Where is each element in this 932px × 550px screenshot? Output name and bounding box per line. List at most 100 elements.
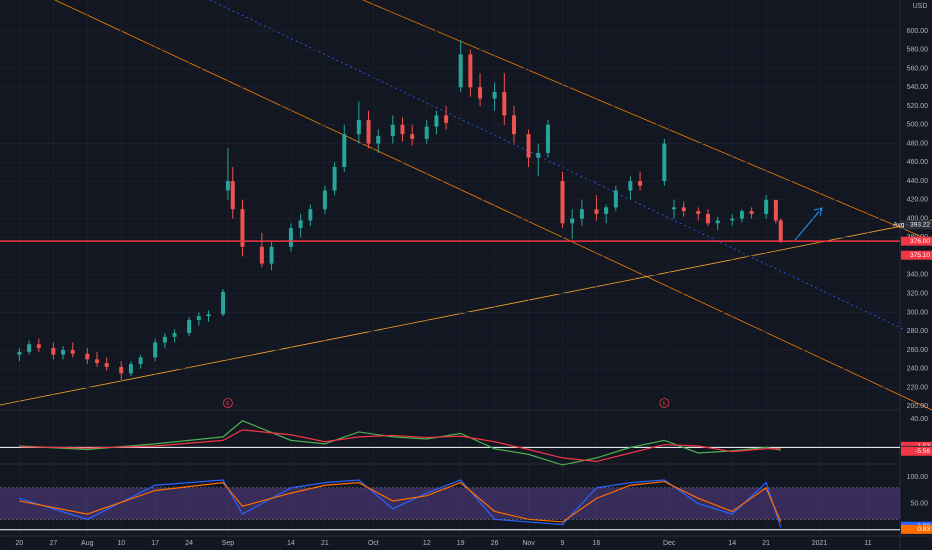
y-tick-label: 220.00	[907, 384, 929, 391]
candle-body	[206, 314, 211, 317]
candle-body	[739, 211, 744, 219]
candle-body	[512, 115, 517, 135]
x-tick-label: Aug	[81, 540, 94, 547]
candle-body	[764, 199, 769, 214]
candle-body	[119, 366, 124, 374]
candle-body	[662, 143, 667, 182]
candle-body	[225, 181, 230, 191]
series-line	[19, 480, 782, 523]
x-tick-label: 21	[321, 540, 329, 547]
candle-body	[424, 126, 429, 139]
candle-body	[672, 207, 677, 210]
x-tick-label: 26	[491, 540, 499, 547]
candle-body	[240, 209, 245, 247]
x-tick-label: Sep	[222, 540, 235, 547]
price-badge-label: 0.83	[917, 526, 930, 533]
candle-body	[444, 115, 449, 123]
candle-body	[536, 152, 541, 158]
x-tick-label: 24	[185, 540, 193, 547]
candle-body	[613, 190, 618, 208]
x-tick-label: 16	[593, 540, 601, 547]
candle-body	[230, 181, 235, 210]
y-tick-label: 480.00	[907, 140, 929, 147]
y-tick-label: 280.00	[907, 328, 929, 335]
candle-body	[221, 291, 226, 315]
x-tick-label: 14	[287, 540, 295, 547]
candle-body	[638, 181, 643, 186]
candle-body	[696, 211, 701, 214]
candle-body	[259, 246, 264, 264]
x-tick-label: 27	[49, 540, 57, 547]
candle-body	[594, 209, 599, 214]
candle-body	[61, 349, 66, 355]
candle-body	[36, 344, 41, 349]
candle-body	[342, 134, 347, 168]
candle-body	[492, 91, 497, 99]
y-tick-label: 520.00	[907, 103, 929, 110]
y-tick-label: 420.00	[907, 197, 929, 204]
series-line	[19, 429, 781, 463]
candle-body	[434, 115, 439, 127]
y-tick-label: 200.00	[907, 403, 929, 410]
candle-body	[410, 134, 415, 139]
y-tick-label: 600.00	[907, 28, 929, 35]
price-badge	[901, 446, 932, 456]
candle-body	[85, 353, 90, 360]
x-tick-label: Oct	[368, 540, 379, 547]
candle-body	[376, 136, 381, 144]
x-tick-label: 19	[457, 540, 465, 547]
x-tick-label: 10	[117, 540, 125, 547]
candle-body	[153, 342, 158, 358]
candle-body	[730, 218, 735, 221]
candle-body	[458, 54, 463, 88]
series-line	[19, 420, 781, 466]
x-tick-label: 17	[151, 540, 159, 547]
candle-body	[468, 54, 473, 88]
y-tick-label: 580.00	[907, 47, 929, 54]
y-tick-label: 40.00	[910, 416, 928, 423]
price-badge	[901, 250, 932, 260]
candle-body	[773, 199, 778, 221]
candle-body	[400, 124, 405, 135]
candle-body	[681, 207, 686, 212]
y-tick-label: 100.00	[907, 474, 929, 481]
event-label: E	[226, 401, 230, 407]
price-badge-label: 376.00	[910, 238, 930, 245]
candle-body	[478, 87, 483, 99]
x-tick-label: 2021	[812, 540, 828, 547]
candle-body	[628, 181, 633, 191]
y-tick-label: 560.00	[907, 65, 929, 72]
candle-body	[579, 209, 584, 219]
candle-body	[332, 167, 337, 191]
y-tick-label: 540.00	[907, 84, 929, 91]
x-tick-label: Nov	[522, 540, 535, 547]
y-tick-label: 260.00	[907, 347, 929, 354]
y-tick-label: 340.00	[907, 272, 929, 279]
y-tick-label: 500.00	[907, 122, 929, 129]
arrow	[794, 207, 823, 241]
candle-body	[526, 134, 531, 158]
event-marker	[659, 398, 670, 408]
y-tick-label: 320.00	[907, 291, 929, 298]
price-badge-label: Avg · 393.22	[893, 222, 930, 229]
candle-body	[570, 218, 575, 224]
x-tick-label: 21	[762, 540, 770, 547]
candle-body	[715, 220, 720, 224]
price-badge-label: 375.10	[910, 252, 930, 259]
candle-body	[94, 359, 99, 364]
candle-body	[322, 190, 327, 210]
candle-body	[560, 181, 565, 224]
candle-body	[17, 351, 22, 355]
y-tick-label: 440.00	[907, 178, 929, 185]
candle-body	[269, 246, 274, 264]
candle-body	[162, 336, 167, 343]
y-tick-label: 400.00	[907, 215, 929, 222]
y-tick-label: 460.00	[907, 159, 929, 166]
x-tick-label: 14	[728, 540, 736, 547]
event-label: E	[663, 401, 667, 407]
candle-body	[187, 319, 192, 334]
candle-body	[778, 220, 783, 242]
candle-body	[705, 213, 710, 224]
candle-body	[70, 349, 75, 354]
